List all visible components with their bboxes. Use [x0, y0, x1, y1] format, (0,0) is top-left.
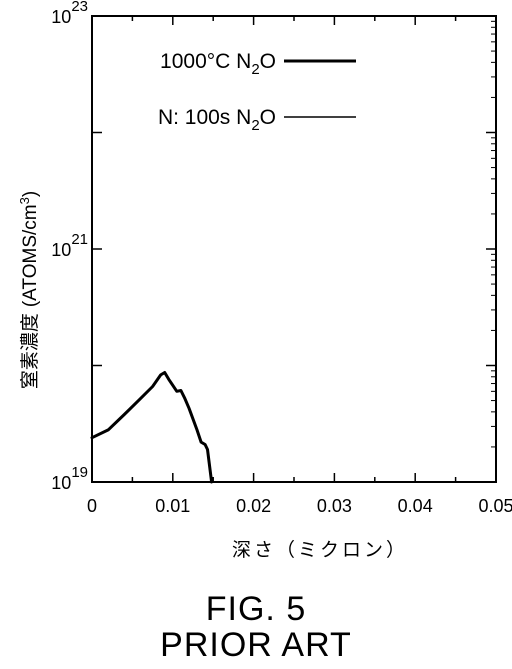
x-tick-label: 0.05 — [478, 496, 512, 516]
series-line — [90, 371, 214, 484]
plot-frame — [91, 15, 497, 483]
legend: 1000°C N2O N: 100s N2O — [158, 50, 356, 134]
figure-title: FIG. 5 — [205, 590, 307, 628]
axis-ticks — [92, 15, 496, 483]
x-tick-labels: 0 0.01 0.02 0.03 0.04 0.05 — [87, 496, 512, 516]
series-layer — [90, 371, 214, 484]
x-tick-label: 0.02 — [236, 496, 271, 516]
y-axis-label: 窒素濃度(ATOMS/cm3) — [17, 191, 41, 389]
legend-label: 1000°C N2O — [160, 50, 276, 78]
x-tick-label: 0 — [87, 496, 97, 516]
x-tick-label: 0.01 — [155, 496, 190, 516]
figure-subtitle: PRIOR ART — [160, 626, 352, 664]
legend-label: N: 100s N2O — [158, 106, 276, 134]
x-tick-label: 0.03 — [317, 496, 352, 516]
y-tick-label: 1019 — [51, 464, 88, 493]
x-tick-label: 0.04 — [398, 496, 433, 516]
x-axis-label: 深さ（ミクロン） — [232, 539, 408, 561]
y-tick-label: 1021 — [51, 231, 88, 260]
y-tick-labels: 1019 1021 1023 — [51, 0, 88, 493]
y-tick-label: 1023 — [51, 0, 88, 27]
